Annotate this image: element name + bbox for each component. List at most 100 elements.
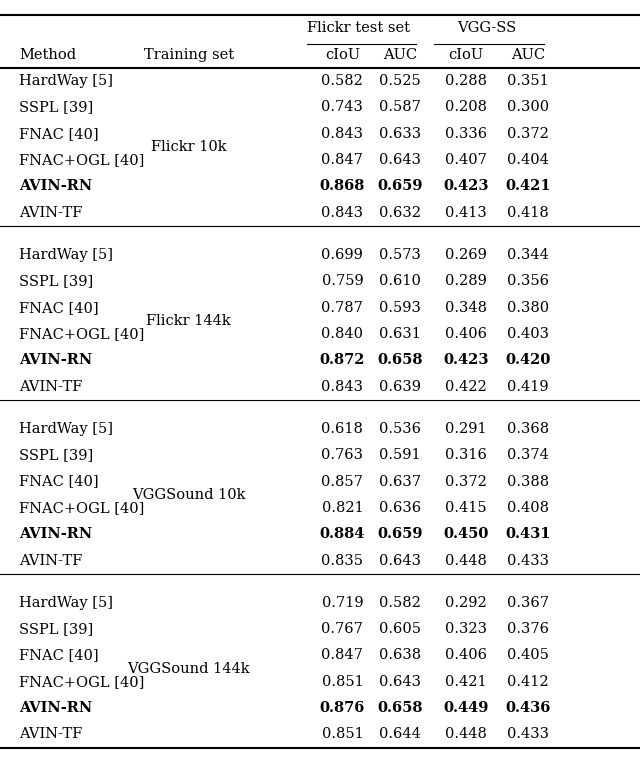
Text: 0.348: 0.348 <box>445 301 487 315</box>
Text: 0.421: 0.421 <box>505 179 551 194</box>
Text: HardWay [5]: HardWay [5] <box>19 422 113 436</box>
Text: 0.423: 0.423 <box>443 179 489 194</box>
Text: 0.763: 0.763 <box>321 448 364 462</box>
Text: 0.847: 0.847 <box>321 648 364 663</box>
Text: 0.843: 0.843 <box>321 380 364 394</box>
Text: 0.351: 0.351 <box>507 74 549 88</box>
Text: 0.408: 0.408 <box>507 501 549 515</box>
Text: Flickr 10k: Flickr 10k <box>151 140 227 154</box>
Text: VGGSound 144k: VGGSound 144k <box>127 662 250 676</box>
Text: 0.420: 0.420 <box>506 354 550 367</box>
Text: 0.269: 0.269 <box>445 248 487 262</box>
Text: AVIN-TF: AVIN-TF <box>19 206 83 220</box>
Text: AVIN-TF: AVIN-TF <box>19 553 83 568</box>
Text: 0.618: 0.618 <box>321 422 364 436</box>
Text: 0.448: 0.448 <box>445 553 487 568</box>
Text: 0.406: 0.406 <box>445 648 487 663</box>
Text: 0.643: 0.643 <box>379 675 421 688</box>
Text: SSPL [39]: SSPL [39] <box>19 448 93 462</box>
Text: 0.787: 0.787 <box>321 301 364 315</box>
Text: 0.372: 0.372 <box>507 127 549 140</box>
Text: 0.431: 0.431 <box>505 528 551 541</box>
Text: 0.413: 0.413 <box>445 206 487 220</box>
Text: 0.419: 0.419 <box>507 380 549 394</box>
Text: 0.643: 0.643 <box>379 553 421 568</box>
Text: FNAC [40]: FNAC [40] <box>19 301 99 315</box>
Text: 0.450: 0.450 <box>444 528 488 541</box>
Text: 0.388: 0.388 <box>507 474 549 489</box>
Text: 0.843: 0.843 <box>321 206 364 220</box>
Text: 0.821: 0.821 <box>321 501 364 515</box>
Text: 0.406: 0.406 <box>445 327 487 341</box>
Text: 0.658: 0.658 <box>377 354 423 367</box>
Text: 0.840: 0.840 <box>321 327 364 341</box>
Text: 0.610: 0.610 <box>379 274 421 288</box>
Text: AUC: AUC <box>383 48 417 61</box>
Text: 0.857: 0.857 <box>321 474 364 489</box>
Text: 0.582: 0.582 <box>379 596 421 609</box>
Text: 0.632: 0.632 <box>379 206 421 220</box>
Text: 0.403: 0.403 <box>507 327 549 341</box>
Text: FNAC+OGL [40]: FNAC+OGL [40] <box>19 153 145 167</box>
Text: 0.344: 0.344 <box>507 248 549 262</box>
Text: 0.835: 0.835 <box>321 553 364 568</box>
Text: 0.638: 0.638 <box>379 648 421 663</box>
Text: 0.643: 0.643 <box>379 153 421 167</box>
Text: 0.336: 0.336 <box>445 127 487 140</box>
Text: 0.376: 0.376 <box>507 622 549 636</box>
Text: 0.573: 0.573 <box>379 248 421 262</box>
Text: 0.448: 0.448 <box>445 727 487 742</box>
Text: FNAC+OGL [40]: FNAC+OGL [40] <box>19 675 145 688</box>
Text: FNAC [40]: FNAC [40] <box>19 127 99 140</box>
Text: FNAC [40]: FNAC [40] <box>19 474 99 489</box>
Text: AVIN-RN: AVIN-RN <box>19 701 92 715</box>
Text: HardWay [5]: HardWay [5] <box>19 596 113 609</box>
Text: VGGSound 10k: VGGSound 10k <box>132 488 246 502</box>
Text: cIoU: cIoU <box>325 48 360 61</box>
Text: 0.659: 0.659 <box>377 179 423 194</box>
Text: 0.872: 0.872 <box>319 354 365 367</box>
Text: 0.367: 0.367 <box>507 596 549 609</box>
Text: 0.639: 0.639 <box>379 380 421 394</box>
Text: AVIN-TF: AVIN-TF <box>19 727 83 742</box>
Text: 0.633: 0.633 <box>379 127 421 140</box>
Text: SSPL [39]: SSPL [39] <box>19 274 93 288</box>
Text: AVIN-RN: AVIN-RN <box>19 179 92 194</box>
Text: 0.208: 0.208 <box>445 100 487 115</box>
Text: 0.743: 0.743 <box>321 100 364 115</box>
Text: 0.759: 0.759 <box>321 274 364 288</box>
Text: 0.631: 0.631 <box>379 327 421 341</box>
Text: FNAC+OGL [40]: FNAC+OGL [40] <box>19 327 145 341</box>
Text: 0.525: 0.525 <box>379 74 421 88</box>
Text: SSPL [39]: SSPL [39] <box>19 622 93 636</box>
Text: 0.582: 0.582 <box>321 74 364 88</box>
Text: 0.719: 0.719 <box>321 596 364 609</box>
Text: 0.868: 0.868 <box>320 179 365 194</box>
Text: AVIN-RN: AVIN-RN <box>19 354 92 367</box>
Text: 0.843: 0.843 <box>321 127 364 140</box>
Text: 0.412: 0.412 <box>507 675 549 688</box>
Text: 0.851: 0.851 <box>321 727 364 742</box>
Text: 0.449: 0.449 <box>444 701 488 715</box>
Text: 0.422: 0.422 <box>445 380 487 394</box>
Text: 0.374: 0.374 <box>507 448 549 462</box>
Text: 0.356: 0.356 <box>507 274 549 288</box>
Text: SSPL [39]: SSPL [39] <box>19 100 93 115</box>
Text: 0.316: 0.316 <box>445 448 487 462</box>
Text: AVIN-TF: AVIN-TF <box>19 380 83 394</box>
Text: FNAC [40]: FNAC [40] <box>19 648 99 663</box>
Text: 0.884: 0.884 <box>320 528 365 541</box>
Text: 0.421: 0.421 <box>445 675 487 688</box>
Text: 0.323: 0.323 <box>445 622 487 636</box>
Text: 0.291: 0.291 <box>445 422 487 436</box>
Text: AUC: AUC <box>511 48 545 61</box>
Text: 0.536: 0.536 <box>379 422 421 436</box>
Text: 0.767: 0.767 <box>321 622 364 636</box>
Text: 0.372: 0.372 <box>445 474 487 489</box>
Text: 0.288: 0.288 <box>445 74 487 88</box>
Text: Flickr 144k: Flickr 144k <box>147 313 231 328</box>
Text: 0.289: 0.289 <box>445 274 487 288</box>
Text: 0.423: 0.423 <box>443 354 489 367</box>
Text: 0.587: 0.587 <box>379 100 421 115</box>
Text: 0.644: 0.644 <box>379 727 421 742</box>
